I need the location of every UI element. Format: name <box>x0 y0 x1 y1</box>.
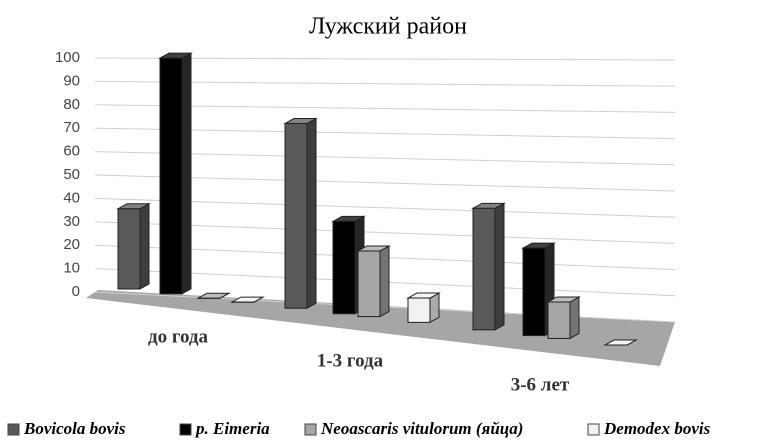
bar <box>158 52 193 295</box>
chart-title: Лужский район <box>309 14 467 40</box>
grid-line <box>94 104 676 113</box>
x-tick-label: 3-6 лет <box>511 374 570 395</box>
bar-side <box>139 202 150 290</box>
bar-front <box>284 123 308 309</box>
y-tick-label: 0 <box>72 283 80 300</box>
y-tick-label: 60 <box>63 143 80 160</box>
bar <box>283 117 318 310</box>
bar <box>546 296 581 340</box>
legend-swatch <box>179 423 192 436</box>
y-tick-label: 90 <box>63 72 80 89</box>
floor <box>86 290 675 366</box>
bar-front <box>357 250 381 318</box>
legend-label: Demodex bovis <box>603 419 711 438</box>
grid-line <box>94 151 676 166</box>
bar-side <box>181 52 192 295</box>
bar-front <box>332 220 356 315</box>
bar-front <box>117 208 141 290</box>
legend-label: Neoascaris vitulorum (яйца) <box>320 419 523 438</box>
bar <box>230 296 265 303</box>
bar-front <box>472 207 496 331</box>
grid-line <box>94 197 676 218</box>
grid-line <box>94 57 676 61</box>
y-tick-label: 40 <box>63 189 80 206</box>
grid-line <box>94 174 676 192</box>
y-tick-label: 100 <box>55 49 80 66</box>
grid-line <box>94 80 676 87</box>
y-tick-label: 10 <box>63 260 80 277</box>
y-tick-label: 30 <box>63 213 80 230</box>
bar-side <box>379 245 390 318</box>
legend-label: р. Eimeria <box>194 419 270 438</box>
bar <box>356 245 391 318</box>
bar-front <box>547 301 571 339</box>
y-tick-label: 70 <box>63 119 80 136</box>
y-tick-label: 80 <box>63 96 80 113</box>
bar-front <box>407 297 431 323</box>
grid-line <box>94 127 676 140</box>
y-tick-label: 50 <box>63 166 80 183</box>
bar <box>406 292 441 324</box>
bar <box>471 202 506 331</box>
x-tick-label: до года <box>148 326 209 347</box>
bar-front <box>159 57 183 295</box>
x-tick-label: 1-3 года <box>317 350 384 371</box>
bar-front <box>522 247 546 337</box>
bar <box>196 292 231 299</box>
grid-line <box>94 221 676 244</box>
legend-swatch <box>7 423 20 436</box>
bar-side <box>306 117 317 310</box>
bar-side <box>569 296 580 340</box>
legend-label: Bovicola bovis <box>23 419 126 438</box>
bar <box>116 202 151 290</box>
bar-side <box>494 202 505 331</box>
legend-swatch <box>587 423 600 436</box>
legend-swatch <box>304 423 317 436</box>
y-tick-label: 20 <box>63 236 80 253</box>
bar <box>603 339 638 346</box>
